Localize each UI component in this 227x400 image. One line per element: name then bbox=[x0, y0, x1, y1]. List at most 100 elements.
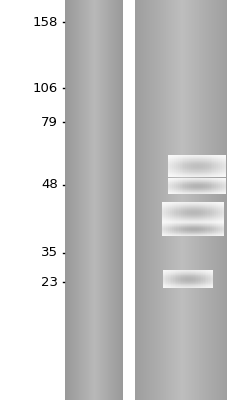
Bar bbox=[174, 216, 176, 217]
Bar bbox=[194, 174, 196, 175]
Bar bbox=[169, 183, 171, 184]
Bar bbox=[192, 183, 195, 184]
Bar bbox=[199, 287, 201, 288]
Bar bbox=[210, 277, 212, 278]
Bar bbox=[184, 219, 186, 220]
Bar bbox=[183, 189, 185, 190]
Bar bbox=[182, 206, 184, 207]
Bar bbox=[199, 270, 201, 271]
Bar bbox=[171, 179, 173, 180]
Bar bbox=[181, 182, 183, 183]
Bar bbox=[188, 212, 190, 213]
Bar bbox=[176, 0, 178, 400]
Bar bbox=[210, 176, 212, 177]
Bar bbox=[167, 280, 169, 281]
Bar bbox=[219, 190, 222, 191]
Bar bbox=[219, 189, 222, 190]
Bar bbox=[196, 188, 198, 189]
Bar bbox=[175, 174, 177, 175]
Bar bbox=[223, 186, 225, 187]
Bar bbox=[204, 171, 206, 172]
Bar bbox=[196, 189, 198, 190]
Bar bbox=[219, 170, 222, 171]
Bar bbox=[194, 230, 197, 231]
Bar bbox=[206, 178, 208, 179]
Bar bbox=[187, 174, 189, 175]
Bar bbox=[221, 229, 223, 230]
Bar bbox=[194, 167, 196, 168]
Bar bbox=[165, 0, 167, 400]
Bar bbox=[174, 273, 176, 274]
Bar bbox=[219, 232, 221, 233]
Bar bbox=[182, 232, 184, 233]
Bar bbox=[223, 171, 225, 172]
Bar bbox=[199, 277, 201, 278]
Bar bbox=[180, 224, 182, 225]
Bar bbox=[221, 181, 223, 182]
Bar bbox=[174, 222, 176, 223]
Bar bbox=[175, 276, 178, 277]
Bar bbox=[169, 160, 171, 161]
Bar bbox=[190, 212, 192, 213]
Bar bbox=[210, 187, 212, 188]
Bar bbox=[215, 207, 217, 208]
Bar bbox=[188, 175, 191, 176]
Bar bbox=[223, 170, 225, 171]
Bar bbox=[223, 182, 225, 183]
Bar bbox=[169, 183, 171, 184]
Bar bbox=[212, 0, 214, 400]
Bar bbox=[207, 278, 209, 279]
Bar bbox=[194, 208, 197, 209]
Bar bbox=[169, 189, 171, 190]
Bar bbox=[202, 180, 204, 181]
Bar bbox=[204, 163, 206, 164]
Bar bbox=[223, 162, 225, 163]
Bar bbox=[202, 279, 204, 280]
Bar bbox=[188, 229, 190, 230]
Bar bbox=[221, 205, 223, 206]
Bar bbox=[211, 235, 213, 236]
Bar bbox=[205, 273, 207, 274]
Bar bbox=[188, 206, 190, 207]
Bar bbox=[221, 220, 223, 221]
Bar bbox=[213, 181, 216, 182]
Bar bbox=[195, 280, 197, 281]
Bar bbox=[219, 212, 221, 213]
Bar bbox=[212, 190, 214, 191]
Bar bbox=[202, 225, 205, 226]
Bar bbox=[184, 234, 186, 235]
Bar bbox=[195, 285, 197, 286]
Bar bbox=[217, 165, 220, 166]
Bar bbox=[210, 163, 212, 164]
Bar bbox=[202, 163, 204, 164]
Bar bbox=[192, 183, 195, 184]
Bar bbox=[185, 183, 187, 184]
Bar bbox=[168, 213, 170, 214]
Bar bbox=[199, 284, 201, 285]
Bar bbox=[196, 180, 198, 181]
Bar bbox=[215, 212, 217, 213]
Bar bbox=[168, 219, 170, 220]
Bar bbox=[174, 207, 176, 208]
Bar bbox=[171, 0, 173, 400]
Bar bbox=[210, 281, 212, 282]
Bar bbox=[194, 176, 196, 177]
Bar bbox=[168, 220, 170, 221]
Bar bbox=[178, 234, 180, 235]
Bar bbox=[162, 272, 164, 273]
Bar bbox=[198, 175, 200, 176]
Bar bbox=[167, 166, 170, 167]
Bar bbox=[165, 218, 168, 219]
Bar bbox=[167, 166, 170, 167]
Bar bbox=[190, 158, 192, 159]
Bar bbox=[207, 226, 209, 227]
Bar bbox=[200, 180, 202, 181]
Bar bbox=[187, 193, 189, 194]
Bar bbox=[165, 226, 168, 227]
Bar bbox=[213, 235, 215, 236]
Bar bbox=[194, 173, 196, 174]
Bar bbox=[192, 287, 194, 288]
Bar bbox=[172, 281, 174, 282]
Bar bbox=[219, 216, 221, 217]
Bar bbox=[171, 157, 173, 158]
